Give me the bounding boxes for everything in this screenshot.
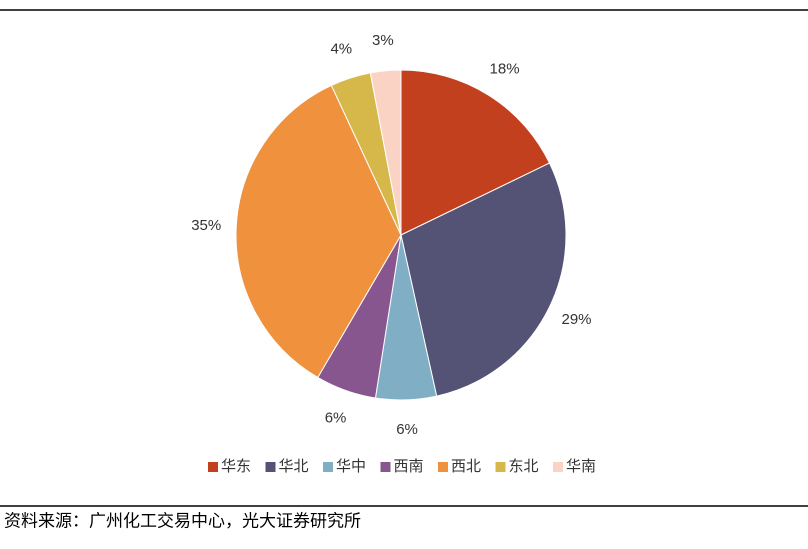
pie-slice: [400, 162, 567, 397]
data-label: 6%: [396, 421, 418, 438]
legend-label: 西南: [394, 458, 424, 475]
data-label: 3%: [372, 32, 394, 49]
legend-swatch: [380, 462, 391, 472]
data-label: 4%: [330, 40, 352, 57]
legend-swatch: [323, 462, 333, 472]
legend-label: 华中: [336, 458, 366, 475]
data-label: 6%: [325, 410, 347, 427]
legend-swatch: [265, 462, 276, 472]
pie-slice: [400, 69, 551, 236]
data-label: 18%: [490, 61, 520, 78]
data-label: 35%: [191, 217, 221, 234]
pie-slice: [235, 84, 402, 379]
legend-swatch: [208, 462, 218, 472]
legend-swatch: [553, 462, 563, 472]
legend-label: 西北: [451, 458, 481, 475]
legend-label: 东北: [509, 458, 539, 475]
legend-label: 华南: [566, 458, 596, 475]
source-note: 资料来源：广州化工交易中心，光大证券研究所: [4, 511, 361, 530]
pie-slice: [369, 69, 402, 236]
legend-swatch: [495, 462, 506, 472]
legend-label: 华北: [279, 458, 309, 475]
legend-swatch: [438, 462, 448, 472]
legend-label: 华东: [221, 458, 251, 475]
data-label: 29%: [561, 311, 591, 328]
